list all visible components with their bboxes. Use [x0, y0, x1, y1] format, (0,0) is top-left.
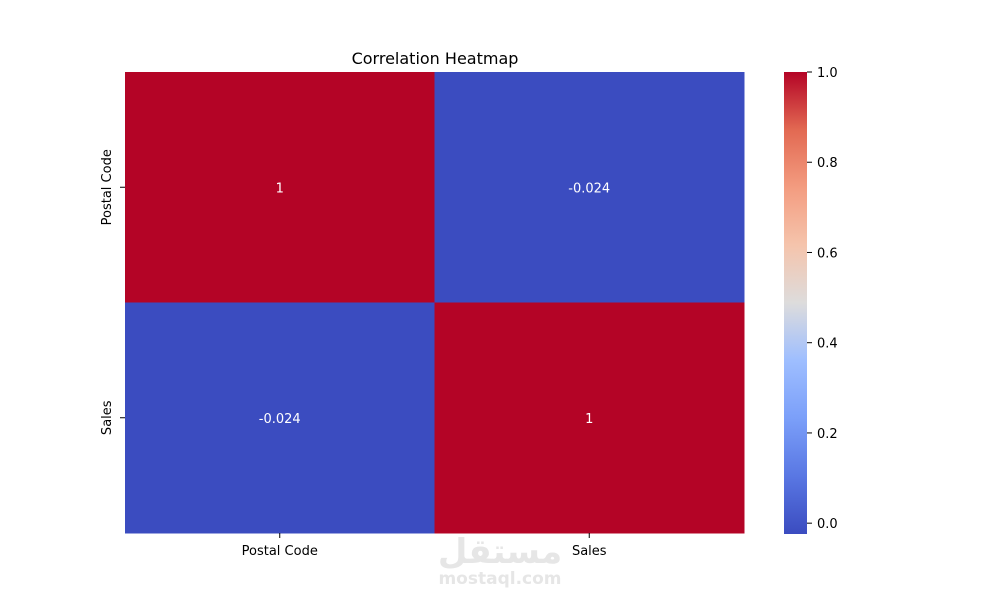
colorbar-tick-label: 0.8	[817, 156, 838, 171]
colorbar-tick-label: 0.0	[817, 517, 838, 532]
cell-annotations: 1 -0.024 -0.024 1	[259, 181, 610, 427]
cell-annotation: -0.024	[259, 412, 301, 427]
colorbar-tick-label: 0.4	[817, 337, 838, 352]
x-axis: Postal Code Sales	[242, 533, 607, 559]
heatmap-cell	[434, 302, 745, 534]
y-axis: Postal Code Sales	[100, 149, 125, 435]
colorbar-gradient	[784, 72, 807, 534]
heatmap-cell	[125, 302, 435, 534]
watermark: مستقل mostaql.com	[438, 532, 562, 589]
watermark-latin: mostaql.com	[438, 569, 561, 589]
chart-title: Correlation Heatmap	[352, 49, 519, 68]
y-tick-label: Sales	[100, 400, 115, 435]
cell-annotation: -0.024	[568, 181, 610, 196]
colorbar-tick-label: 1.0	[817, 66, 838, 81]
heatmap-cell	[434, 72, 745, 303]
watermark-arabic: مستقل	[438, 532, 562, 572]
heatmap-cells	[125, 72, 745, 534]
colorbar: 0.0 0.2 0.4 0.6 0.8 1.0	[784, 66, 838, 534]
x-tick-label: Postal Code	[242, 544, 318, 559]
colorbar-ticks: 0.0 0.2 0.4 0.6 0.8 1.0	[807, 66, 838, 532]
heatmap-cell	[125, 72, 435, 303]
x-tick-label: Sales	[572, 544, 607, 559]
colorbar-tick-label: 0.2	[817, 427, 838, 442]
cell-annotation: 1	[276, 181, 284, 196]
colorbar-tick-label: 0.6	[817, 246, 838, 261]
cell-annotation: 1	[585, 412, 593, 427]
y-tick-label: Postal Code	[100, 149, 115, 225]
